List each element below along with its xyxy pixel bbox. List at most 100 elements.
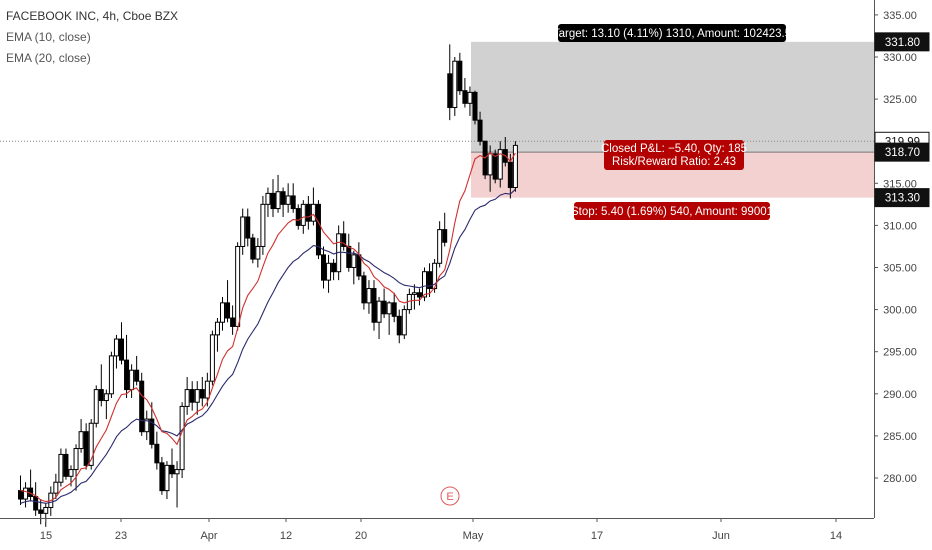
candle-body [124, 359, 130, 391]
candle-body [315, 203, 321, 256]
candle-body [512, 144, 518, 189]
earnings-marker: E [440, 486, 460, 506]
candle-body [386, 302, 392, 315]
price-tick-label: 285.00 [883, 431, 917, 443]
symbol-title[interactable]: FACEBOOK INC, 4h, Cboe BZX [6, 9, 179, 23]
candle-body [290, 195, 296, 210]
price-tick-label: 330.00 [883, 52, 917, 64]
candle-body [295, 208, 301, 226]
price-badge-label: 318.70 [885, 147, 920, 159]
candle-body [265, 192, 271, 205]
price-tick-label: 310.00 [883, 220, 917, 232]
candle-body [98, 389, 104, 402]
candle-body [457, 60, 463, 92]
candle-body [391, 302, 397, 317]
candle-body [134, 369, 140, 382]
candle-body [487, 153, 493, 176]
candle-body [230, 317, 236, 327]
candle-body [129, 369, 135, 391]
candle-body [285, 195, 291, 205]
stop-label-bg [574, 202, 770, 220]
candle-body [103, 393, 109, 402]
candle-body [331, 262, 337, 273]
earnings-circle [440, 486, 460, 506]
candle-body [275, 191, 281, 210]
pnl-line1: Closed P&L: −5.40, Qty: 185 [601, 143, 747, 155]
candle-body [477, 119, 483, 142]
candle-body [416, 292, 422, 298]
ema10-line [20, 152, 516, 503]
price-tick-label: 305.00 [883, 263, 917, 275]
candle-body [73, 448, 79, 471]
candle-body [93, 389, 99, 424]
price-tick-label: 300.00 [883, 305, 917, 317]
candle-body [462, 90, 468, 104]
candle-body [68, 469, 74, 477]
price-badge [874, 188, 930, 208]
candle-body [33, 496, 39, 511]
target-label: Target: 13.10 (4.11%) 1310, Amount: 1024… [553, 24, 791, 42]
time-tick-label: Jun [712, 530, 730, 542]
candle-body [356, 254, 362, 277]
ema20-legend[interactable]: EMA (20, close) [6, 51, 91, 65]
candle-body [326, 262, 332, 281]
candle-body [199, 389, 205, 399]
candle-body [204, 380, 210, 399]
candle-body [214, 321, 220, 336]
candle-body [38, 509, 44, 514]
candle-body [346, 245, 352, 268]
time-tick-label: 17 [591, 530, 603, 542]
candle-body [108, 355, 114, 395]
candle-body [88, 422, 94, 466]
candle-body [396, 315, 402, 336]
candle-body [18, 490, 23, 500]
candle-body [149, 418, 155, 445]
time-tick-label: 14 [830, 530, 842, 542]
candle-body [23, 487, 29, 500]
candle-body [310, 203, 316, 222]
candle-body [411, 292, 417, 295]
time-tick-label: 20 [355, 530, 367, 542]
candle-body [467, 91, 473, 104]
candle-body [260, 203, 266, 247]
candle-body [53, 481, 59, 494]
candle-body [381, 300, 387, 315]
candle-body [119, 338, 124, 361]
candle-body [139, 380, 145, 433]
target-label-text: Target: 13.10 (4.11%) 1310, Amount: 1024… [553, 28, 791, 40]
ema10-legend[interactable]: EMA (10, close) [6, 30, 91, 44]
candle-body [492, 153, 498, 180]
candle-body [351, 254, 357, 268]
price-badge [874, 32, 930, 52]
candle-body [58, 453, 64, 483]
time-tick-label: 12 [280, 530, 292, 542]
price-tick-label: 295.00 [883, 347, 917, 359]
price-badge-label: 313.30 [885, 193, 920, 205]
candle-body [280, 191, 286, 205]
candle-body [452, 60, 458, 109]
position-zones [0, 41, 874, 198]
candle-body [245, 216, 251, 239]
candle-body [63, 453, 69, 477]
candle-body [437, 229, 443, 264]
candle-body [164, 464, 170, 492]
candles [18, 44, 518, 527]
candle-body [225, 302, 231, 319]
ema-lines [20, 152, 516, 504]
candle-body [220, 302, 225, 323]
candle-body [154, 443, 160, 464]
candle-body [497, 149, 503, 180]
candle-body [235, 245, 241, 327]
candle-body [366, 288, 372, 304]
candle-body [270, 192, 276, 210]
pnl-label-bg [604, 140, 744, 170]
candle-body [422, 271, 427, 298]
position-labels: Target: 13.10 (4.11%) 1310, Amount: 1024… [440, 24, 791, 506]
candle-body [341, 233, 347, 247]
candle-body [507, 161, 513, 189]
candle-body [321, 254, 326, 281]
candle-body [83, 431, 89, 466]
ema20-line [20, 188, 516, 504]
